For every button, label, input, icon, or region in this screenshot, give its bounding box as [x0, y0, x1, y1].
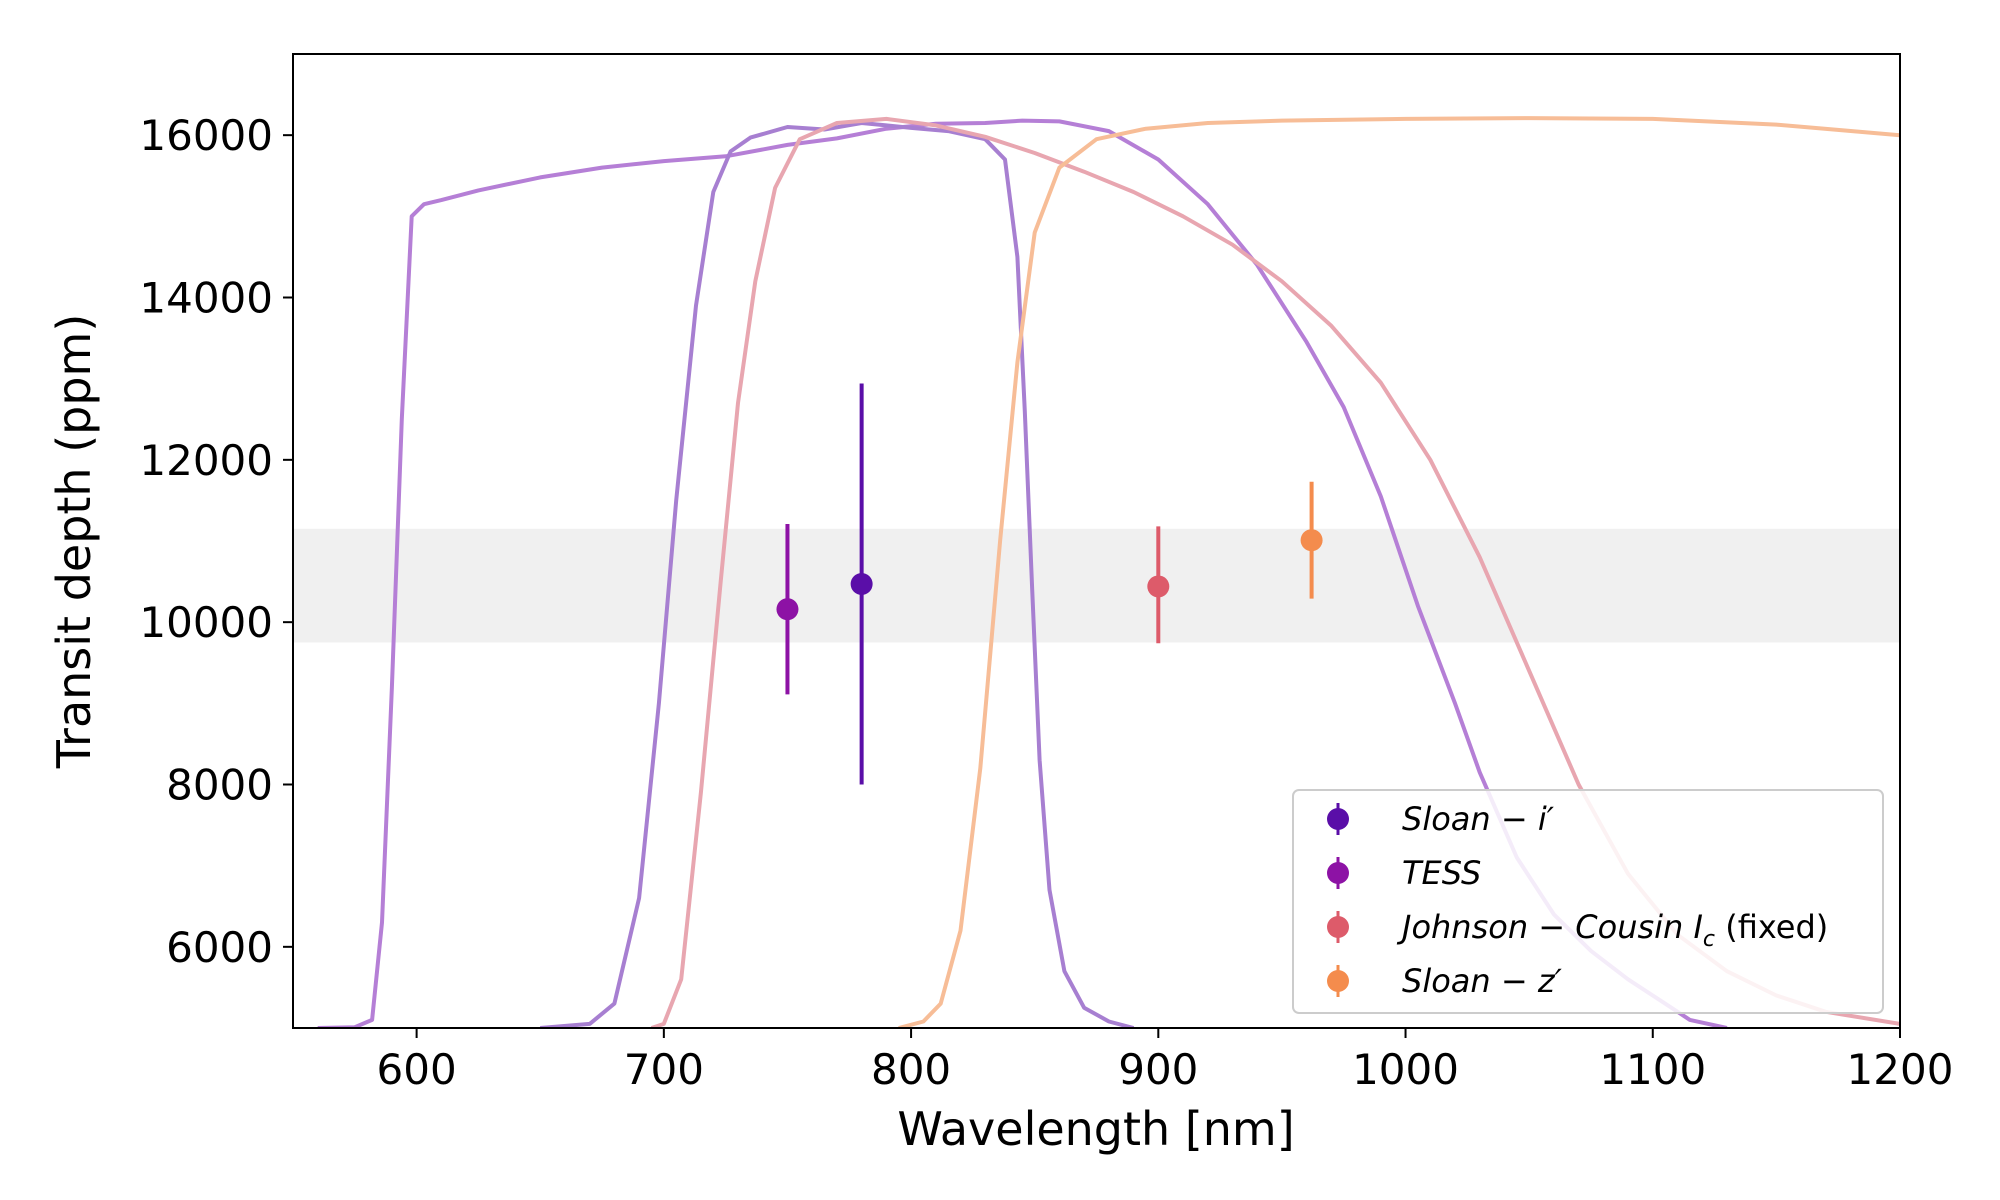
- y-tick-label: 10000: [139, 598, 273, 647]
- y-axis-label: Transit depth (ppm): [47, 314, 101, 770]
- legend-marker-2: [1327, 916, 1349, 938]
- y-tick-label: 12000: [139, 436, 273, 485]
- legend-label-0: Sloan − i′: [1402, 800, 1555, 838]
- legend: Sloan − i′ TESS Johnson − Cousin Ic (fixed…: [1292, 789, 1884, 1014]
- legend-marker-1: [1327, 862, 1349, 884]
- filter-curve-3: [898, 116, 1900, 1028]
- x-tick-label: 700: [624, 1045, 704, 1094]
- x-tick-label: 1000: [1352, 1045, 1459, 1094]
- legend-frame: [1292, 789, 1884, 1014]
- data-points: [776, 383, 1323, 785]
- x-axis-label: Wavelength [nm]: [897, 1102, 1294, 1156]
- y-tick-label: 14000: [139, 274, 273, 323]
- legend-marker-0: [1327, 808, 1349, 830]
- data-point-2: [1147, 575, 1170, 598]
- legend-marker-3: [1327, 970, 1349, 992]
- plot-frame: [292, 53, 1901, 1029]
- filter-curve-1: [540, 121, 1135, 1028]
- x-tick-label: 1100: [1599, 1045, 1706, 1094]
- legend-label-1: TESS: [1402, 854, 1481, 892]
- data-point-3: [1300, 529, 1323, 552]
- data-point-1: [776, 598, 799, 621]
- legend-label-2: Johnson − Cousin Ic (fixed): [1396, 908, 1828, 952]
- legend-label-3: Sloan − z′: [1402, 962, 1563, 1000]
- x-tick-label: 800: [871, 1045, 951, 1094]
- x-tick-label: 900: [1118, 1045, 1198, 1094]
- y-tick-label: 16000: [139, 111, 273, 160]
- y-tick-label: 6000: [166, 923, 273, 972]
- depth-band: [293, 528, 1900, 643]
- x-tick-label: 600: [377, 1045, 457, 1094]
- data-point-0: [850, 573, 873, 596]
- y-axis: 6000 8000 10000 12000 14000 16000: [139, 111, 293, 972]
- band-layer: [293, 528, 1900, 643]
- x-axis: 600 700 800 900 1000 1100 1200: [377, 1028, 1954, 1094]
- y-tick-label: 8000: [166, 761, 273, 810]
- x-tick-label: 1200: [1847, 1045, 1954, 1094]
